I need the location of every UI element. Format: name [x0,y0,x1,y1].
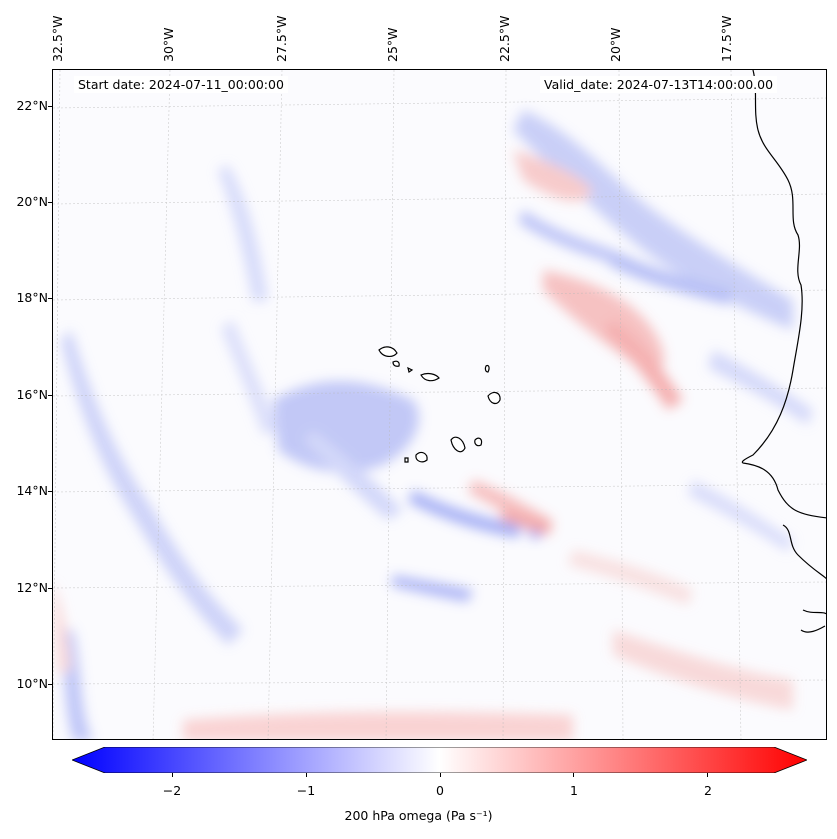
colorbar-tick-1 [306,773,307,777]
lon-label-27-5w: 27.5°W [274,15,289,62]
colorbar-body [72,747,807,773]
colorbar-tick-label-neg1: −1 [296,783,316,798]
lat-label-14n: 14°N [16,483,48,498]
lat-tick-10n [48,684,52,685]
cape-verde-islands [378,346,501,463]
lat-tick-16n [48,395,52,396]
colorbar-tick-label-neg2: −2 [162,783,182,798]
lat-label-20n: 20°N [16,194,48,209]
lat-tick-14n [48,491,52,492]
lat-label-18n: 18°N [16,290,48,305]
lat-tick-18n [48,298,52,299]
lon-label-30w: 30°W [161,27,176,62]
omega-field [53,110,813,739]
map-plot-area [52,69,827,740]
lat-tick-20n [48,202,52,203]
omega-field-map [53,70,826,739]
colorbar [72,747,807,773]
colorbar-tick-0 [172,773,173,777]
lat-tick-22n [48,106,52,107]
valid-date-annotation: Valid_date: 2024-07-13T14:00:00.00 [540,76,778,93]
lat-label-12n: 12°N [16,580,48,595]
colorbar-tick-label-1: 1 [570,783,578,798]
colorbar-tick-4 [707,773,708,777]
lon-label-17-5w: 17.5°W [719,15,734,62]
lat-label-10n: 10°N [16,676,48,691]
lon-label-20w: 20°W [608,27,623,62]
colorbar-label: 200 hPa omega (Pa s⁻¹) [344,808,493,823]
lon-label-22-5w: 22.5°W [497,15,512,62]
start-date-annotation: Start date: 2024-07-11_00:00:00 [74,76,288,93]
colorbar-tick-label-2: 2 [704,783,712,798]
colorbar-tick-2 [440,773,441,777]
lat-label-22n: 22°N [16,98,48,113]
coastline [741,70,826,633]
lat-label-16n: 16°N [16,387,48,402]
lon-label-32-5w: 32.5°W [50,15,65,62]
lon-label-25w: 25°W [385,27,400,62]
colorbar-tick-3 [573,773,574,777]
lat-tick-12n [48,588,52,589]
graticule [53,70,826,739]
map-background [53,70,826,739]
colorbar-tick-label-0: 0 [436,783,444,798]
